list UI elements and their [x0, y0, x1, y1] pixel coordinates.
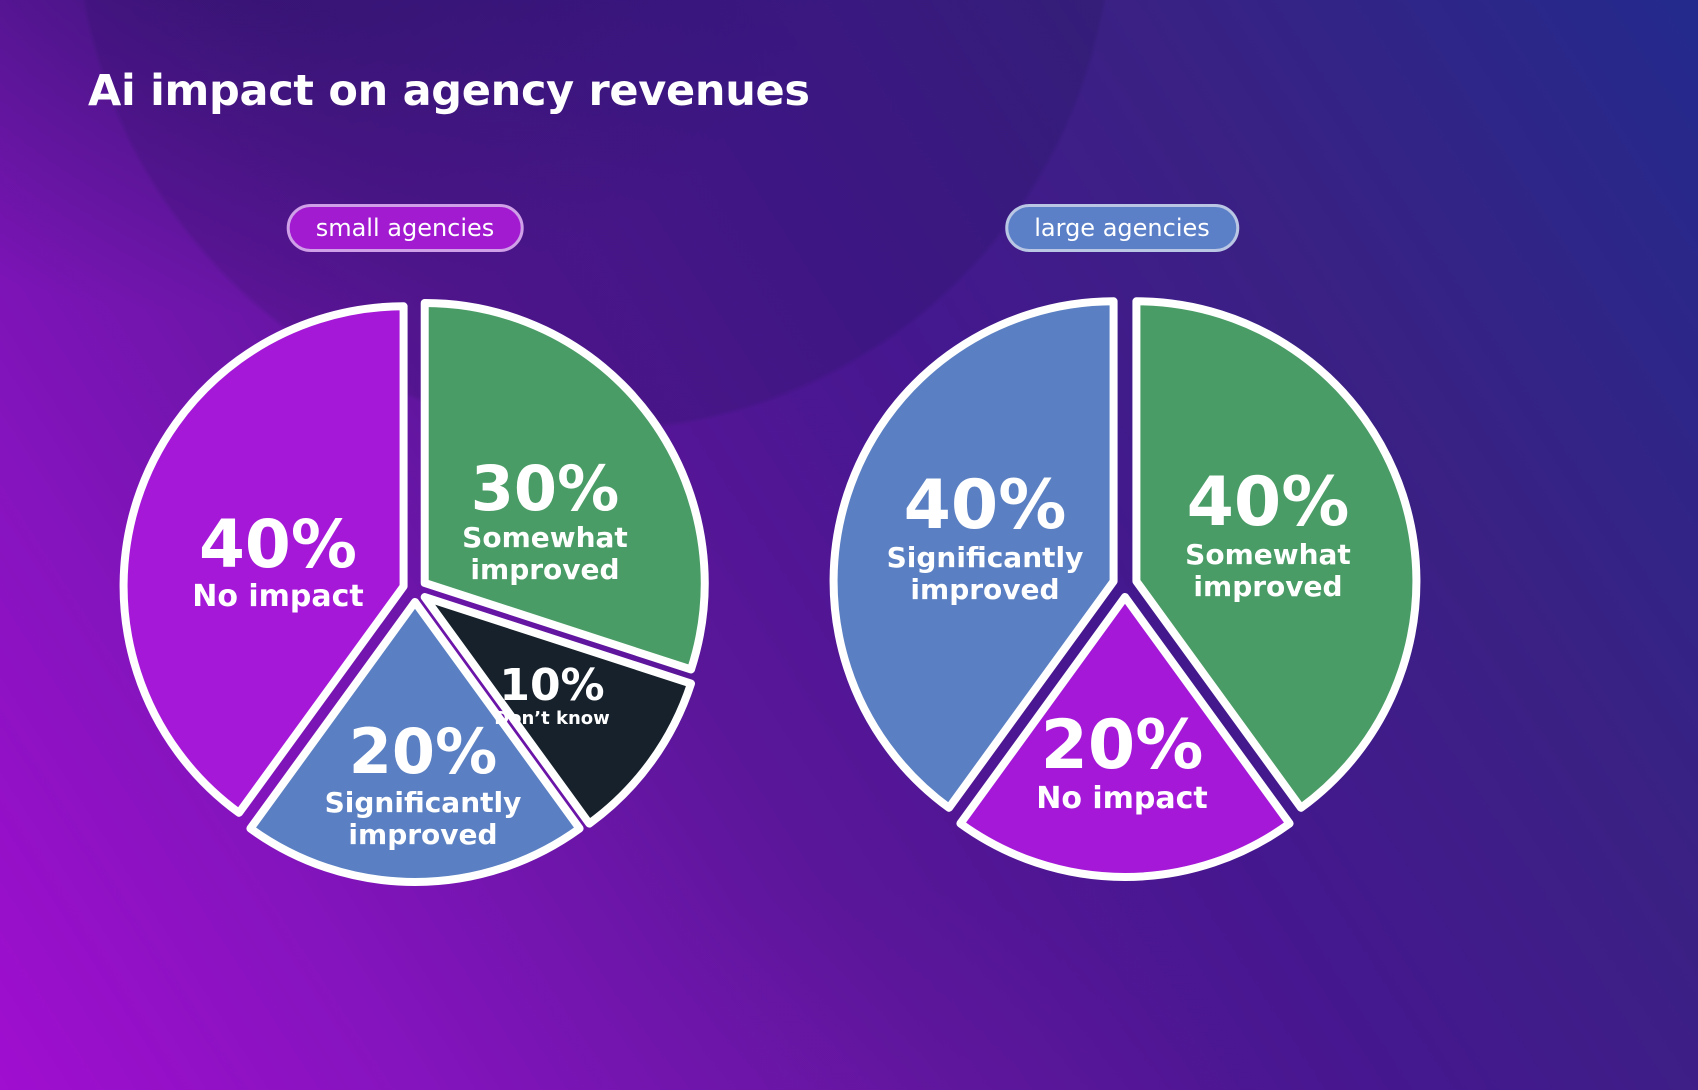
pie-slice-somewhat-improved — [1132, 297, 1421, 812]
pie-chart-small-agencies: 40% No impact 30% Somewhat improved 10% … — [105, 280, 725, 900]
pie-slice-significantly-improved — [246, 598, 584, 886]
pie-slice-no-impact — [119, 302, 408, 817]
pie-slice-no-impact — [956, 593, 1294, 881]
badge-small-agencies: small agencies — [286, 204, 524, 252]
pie-slice-don-t-know — [420, 593, 695, 828]
page-title: Ai impact on agency revenues — [88, 66, 810, 116]
pie-svg-large-agencies — [829, 297, 1421, 881]
pie-slice-somewhat-improved — [420, 298, 709, 674]
badge-large-agencies: large agencies — [1005, 204, 1239, 252]
pie-chart-large-agencies: 40% Significantly improved 40% Somewhat … — [815, 275, 1435, 895]
pie-svg-small-agencies — [119, 298, 709, 886]
pie-slice-significantly-improved — [829, 297, 1118, 812]
